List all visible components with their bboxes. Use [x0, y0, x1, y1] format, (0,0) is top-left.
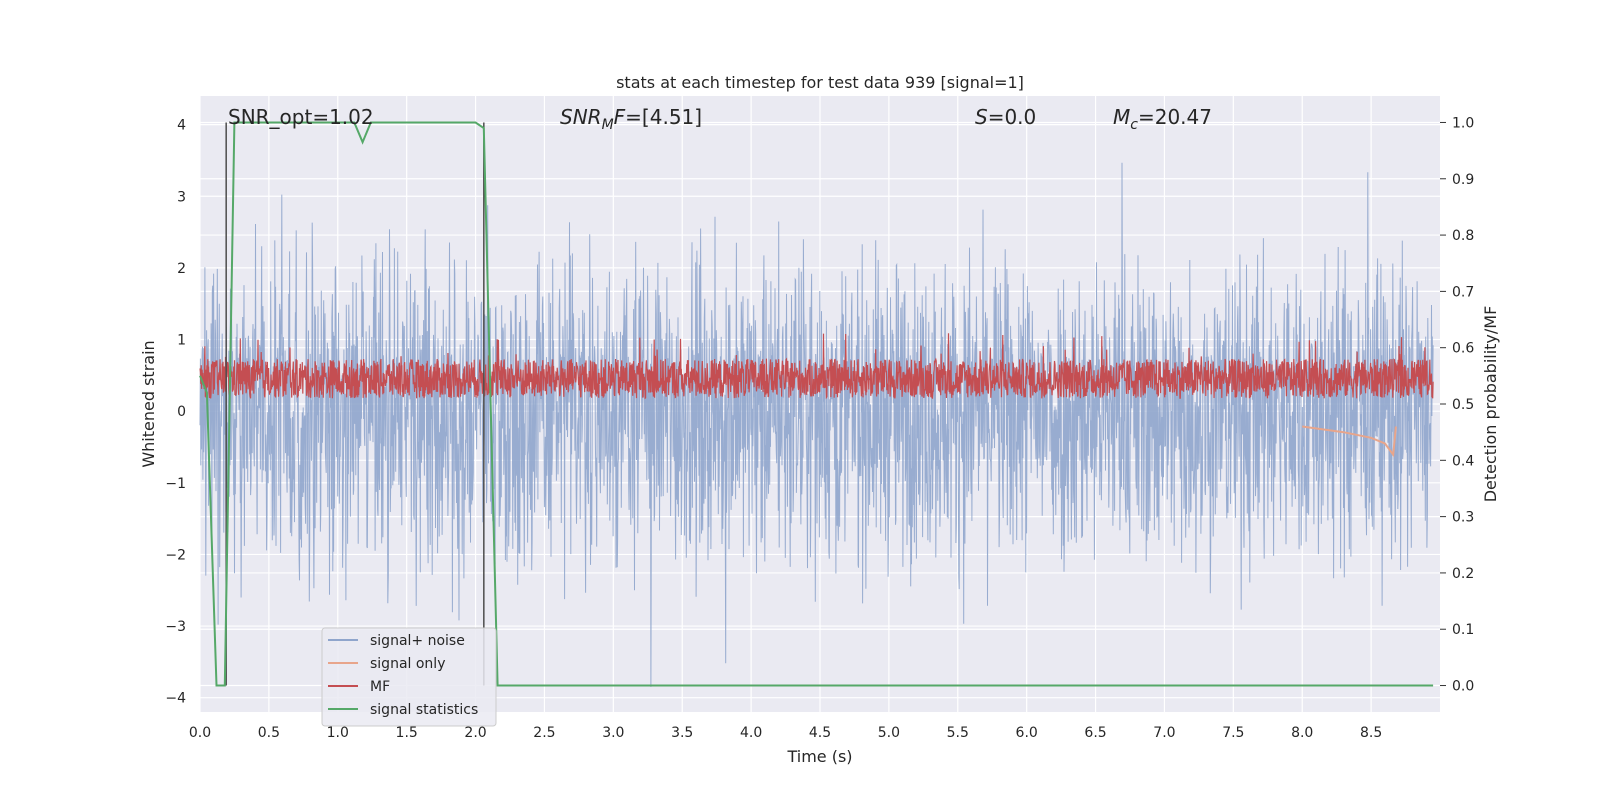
legend-label-signal-statistics: signal statistics	[370, 702, 478, 718]
legend-label-signal-only: signal only	[370, 656, 445, 672]
y-tick-label: −3	[165, 619, 186, 635]
y-tick-label: −4	[165, 691, 186, 707]
y2-tick-label: 0.2	[1452, 566, 1474, 582]
annotation-snr-mf-value: =[4.51]	[625, 105, 702, 129]
y2-tick-label: 0.4	[1452, 453, 1474, 469]
annotation-snr-mf: SNRMF=[4.51]	[560, 105, 702, 133]
y-tick-label: 3	[177, 189, 186, 205]
y-axis-label: Whitened strain	[139, 340, 158, 467]
legend: signal+ noise signal only MF signal stat…	[321, 627, 497, 727]
signal-statistics-line	[199, 121, 1434, 687]
annotation-snr-mf-f: F	[614, 105, 626, 129]
y2-axis-label: Detection probability/MF	[1481, 306, 1500, 503]
signal-only-line	[1302, 425, 1397, 458]
legend-label-mf: MF	[370, 679, 390, 695]
y-tick-label: −1	[165, 476, 186, 492]
x-tick-label: 5.0	[878, 725, 900, 741]
x-tick-label: 0.5	[258, 725, 280, 741]
y2-tick-label: 0.5	[1452, 397, 1474, 413]
x-axis-label: Time (s)	[786, 747, 852, 766]
y-tick-label: 1	[177, 333, 186, 349]
x-tick-label: 7.0	[1153, 725, 1175, 741]
x-tick-label: 6.5	[1084, 725, 1106, 741]
x-tick-label: 1.5	[396, 725, 418, 741]
x-tick-label: 7.5	[1222, 725, 1244, 741]
annotation-mc-base: M	[1113, 105, 1130, 129]
annotation-mc: Mc=20.47	[1113, 105, 1212, 133]
chart-title: stats at each timestep for test data 939…	[616, 73, 1024, 92]
ticks: 0.0 0.5 1.0 1.5 2.0 2.5 3.0 3.5 4.0 4.5 5.0 5.5 6.0 6…	[165, 115, 1474, 741]
x-tick-label: 1.0	[327, 725, 349, 741]
y2-tick-label: 0.1	[1452, 622, 1474, 638]
x-tick-label: 3.5	[671, 725, 693, 741]
y2-tick-label: 0.9	[1452, 172, 1474, 188]
annotation-s: S=0.0	[975, 105, 1036, 129]
y2-tick-label: 0.7	[1452, 284, 1474, 300]
annotation-s-value: =0.0	[988, 105, 1037, 129]
annotation-mc-value: =20.47	[1138, 105, 1212, 129]
x-tick-label: 4.0	[740, 725, 762, 741]
x-tick-label: 4.5	[809, 725, 831, 741]
x-tick-label: 2.5	[533, 725, 555, 741]
annotations: SNR_opt=1.02 SNRMF=[4.51] S=0.0 Mc=20.47	[228, 105, 1212, 133]
y2-tick-label: 0.8	[1452, 228, 1474, 244]
x-tick-label: 0.0	[189, 725, 211, 741]
annotation-snr-opt: SNR_opt=1.02	[228, 105, 374, 129]
y-tick-label: 2	[177, 261, 186, 277]
y-tick-label: 4	[177, 118, 186, 134]
mf-line	[199, 333, 1434, 400]
y2-tick-label: 0.3	[1452, 510, 1474, 526]
y2-tick-label: 0.6	[1452, 341, 1474, 357]
x-tick-label: 8.5	[1360, 725, 1382, 741]
signal-noise-line	[199, 162, 1434, 687]
y2-tick-label: 0.0	[1452, 679, 1474, 695]
annotation-snr-mf-base: SNR	[560, 105, 602, 129]
legend-box	[321, 627, 497, 727]
annotation-mc-sub: c	[1130, 117, 1138, 133]
y-tick-label: −2	[165, 547, 186, 563]
y2-tick-label: 1.0	[1452, 115, 1474, 131]
legend-label-signal-noise: signal+ noise	[370, 633, 465, 649]
x-tick-label: 5.5	[947, 725, 969, 741]
x-tick-label: 6.0	[1016, 725, 1038, 741]
annotation-snr-mf-sub: M	[602, 117, 614, 133]
y-tick-label: 0	[177, 404, 186, 420]
x-tick-label: 8.0	[1291, 725, 1313, 741]
x-tick-label: 3.0	[602, 725, 624, 741]
series-layer	[199, 121, 1434, 687]
annotation-s-base: S	[975, 105, 988, 129]
x-tick-label: 2.0	[464, 725, 486, 741]
